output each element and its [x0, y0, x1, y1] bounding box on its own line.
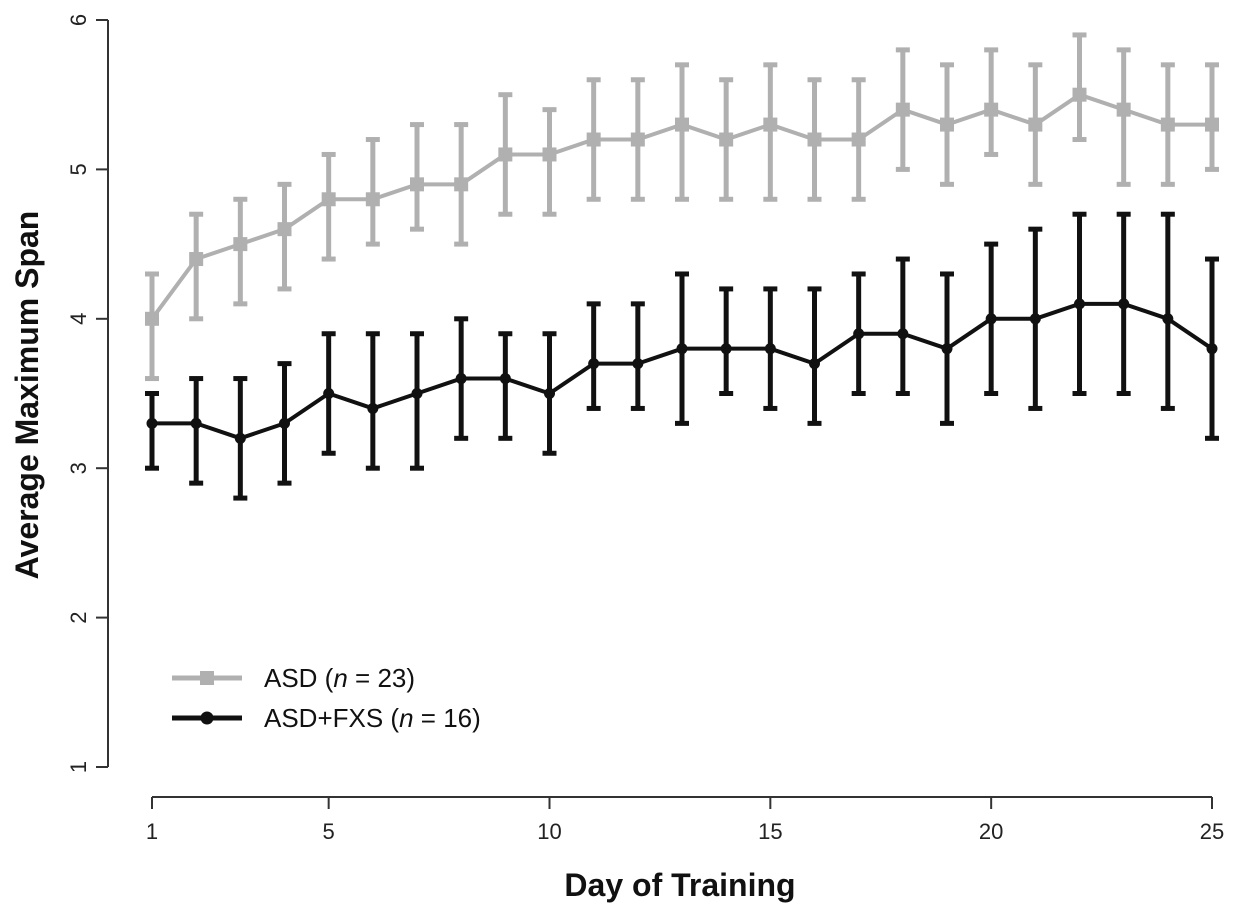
data-point — [365, 192, 380, 207]
data-point — [675, 117, 689, 132]
data-point — [145, 311, 159, 326]
x-tick-label: 15 — [758, 819, 782, 844]
data-point — [984, 102, 999, 117]
data-point — [1116, 102, 1131, 117]
legend-label: ASD+FXS (n = 16) — [264, 703, 481, 733]
data-point — [279, 417, 290, 429]
data-point — [189, 252, 204, 267]
data-point — [1160, 117, 1175, 132]
legend-marker — [200, 711, 214, 725]
x-tick-label: 1 — [146, 819, 158, 844]
data-point — [233, 237, 248, 252]
series-layer — [145, 32, 1219, 501]
data-point — [321, 192, 336, 207]
y-tick-label: 6 — [66, 14, 91, 26]
data-point — [586, 132, 601, 147]
y-tick-label: 3 — [66, 462, 91, 474]
data-point — [940, 117, 954, 132]
data-point — [1074, 298, 1085, 310]
data-point — [499, 373, 511, 385]
data-point — [498, 147, 513, 162]
data-point — [1162, 313, 1174, 325]
data-point — [146, 417, 158, 429]
y-tick-label: 2 — [66, 611, 91, 623]
x-tick-label: 10 — [537, 819, 561, 844]
data-point — [588, 358, 600, 370]
data-point — [985, 313, 997, 325]
data-point — [895, 102, 910, 117]
series-2 — [145, 211, 1219, 501]
data-point — [1206, 343, 1218, 355]
data-point — [807, 132, 822, 147]
data-point — [720, 343, 732, 355]
data-point — [851, 132, 866, 147]
data-point — [764, 343, 776, 355]
x-axis-title: Day of Training — [564, 867, 795, 903]
data-point — [632, 358, 644, 370]
data-point — [367, 402, 379, 414]
legend-marker — [200, 671, 214, 685]
data-point — [1118, 298, 1130, 310]
x-tick-label: 5 — [323, 819, 335, 844]
data-point — [676, 343, 688, 355]
x-tick-label: 25 — [1200, 819, 1224, 844]
data-point — [1028, 117, 1043, 132]
data-point — [809, 358, 820, 370]
y-tick-label: 1 — [66, 761, 91, 773]
data-point — [1029, 313, 1041, 325]
legend: ASD (n = 23) ASD+FXS (n = 16) — [172, 663, 481, 733]
data-point — [323, 388, 335, 399]
data-point — [1205, 117, 1219, 132]
data-point — [544, 388, 555, 399]
data-point — [941, 343, 953, 355]
y-tick-label: 5 — [66, 163, 91, 175]
x-tick-label: 20 — [979, 819, 1003, 844]
data-point — [853, 328, 865, 340]
data-point — [763, 117, 778, 132]
y-tick-label: 4 — [66, 313, 91, 325]
data-point — [542, 147, 557, 162]
data-point — [455, 373, 467, 385]
legend-item: ASD (n = 23) — [172, 663, 415, 693]
data-point — [277, 222, 292, 237]
data-point — [190, 417, 202, 429]
series-1 — [145, 32, 1219, 382]
data-point — [1072, 87, 1087, 102]
y-axis-title: Average Maximum Span — [9, 211, 45, 580]
data-point — [454, 177, 469, 192]
data-point — [897, 328, 909, 340]
data-point — [410, 177, 424, 192]
data-point — [630, 132, 645, 147]
data-point — [234, 432, 246, 444]
legend-label: ASD (n = 23) — [264, 663, 415, 693]
data-point — [411, 388, 423, 399]
legend-item: ASD+FXS (n = 16) — [172, 703, 481, 733]
data-point — [719, 132, 734, 147]
